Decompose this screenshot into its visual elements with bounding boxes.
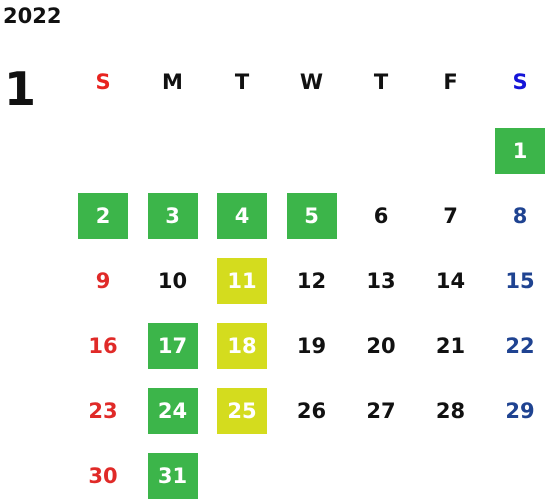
highlighted-day: 1 <box>495 128 545 174</box>
highlighted-day: 2 <box>78 193 128 239</box>
day: 9 <box>95 269 111 293</box>
day: 23 <box>88 399 118 423</box>
highlighted-day: 31 <box>147 453 198 499</box>
day: 12 <box>296 269 327 293</box>
day: 6 <box>373 204 389 228</box>
day: 22 <box>505 334 535 358</box>
day: 19 <box>296 334 327 358</box>
day: 14 <box>435 269 466 293</box>
month: 1 <box>4 62 37 116</box>
weekday-label: S <box>95 70 111 94</box>
day: 21 <box>435 334 466 358</box>
day: 27 <box>366 399 396 423</box>
highlighted-day: 17 <box>147 323 198 369</box>
day: 8 <box>512 204 528 228</box>
day: 13 <box>366 269 396 293</box>
weekday-label: T <box>234 70 250 94</box>
day: 7 <box>443 204 458 228</box>
highlighted-day: 25 <box>217 388 267 434</box>
day: 28 <box>435 399 466 423</box>
weekday-label: M <box>162 70 183 94</box>
highlighted-day: 24 <box>147 388 198 434</box>
highlighted-day: 3 <box>147 193 198 239</box>
highlighted-day: 5 <box>286 193 337 239</box>
weekday-label: S <box>512 70 528 94</box>
day: 30 <box>88 464 118 488</box>
day: 29 <box>505 399 535 423</box>
day: 15 <box>505 269 535 293</box>
highlighted-day: 18 <box>217 323 267 369</box>
day: 20 <box>366 334 396 358</box>
highlighted-day: 11 <box>217 258 267 304</box>
highlighted-day: 4 <box>217 193 267 239</box>
day: 10 <box>157 269 188 293</box>
weekday-label: T <box>373 70 389 94</box>
weekday-label: W <box>299 70 324 94</box>
weekday-label: F <box>443 70 458 94</box>
year: 2022 <box>3 4 62 28</box>
day: 16 <box>88 334 118 358</box>
day: 26 <box>296 399 327 423</box>
